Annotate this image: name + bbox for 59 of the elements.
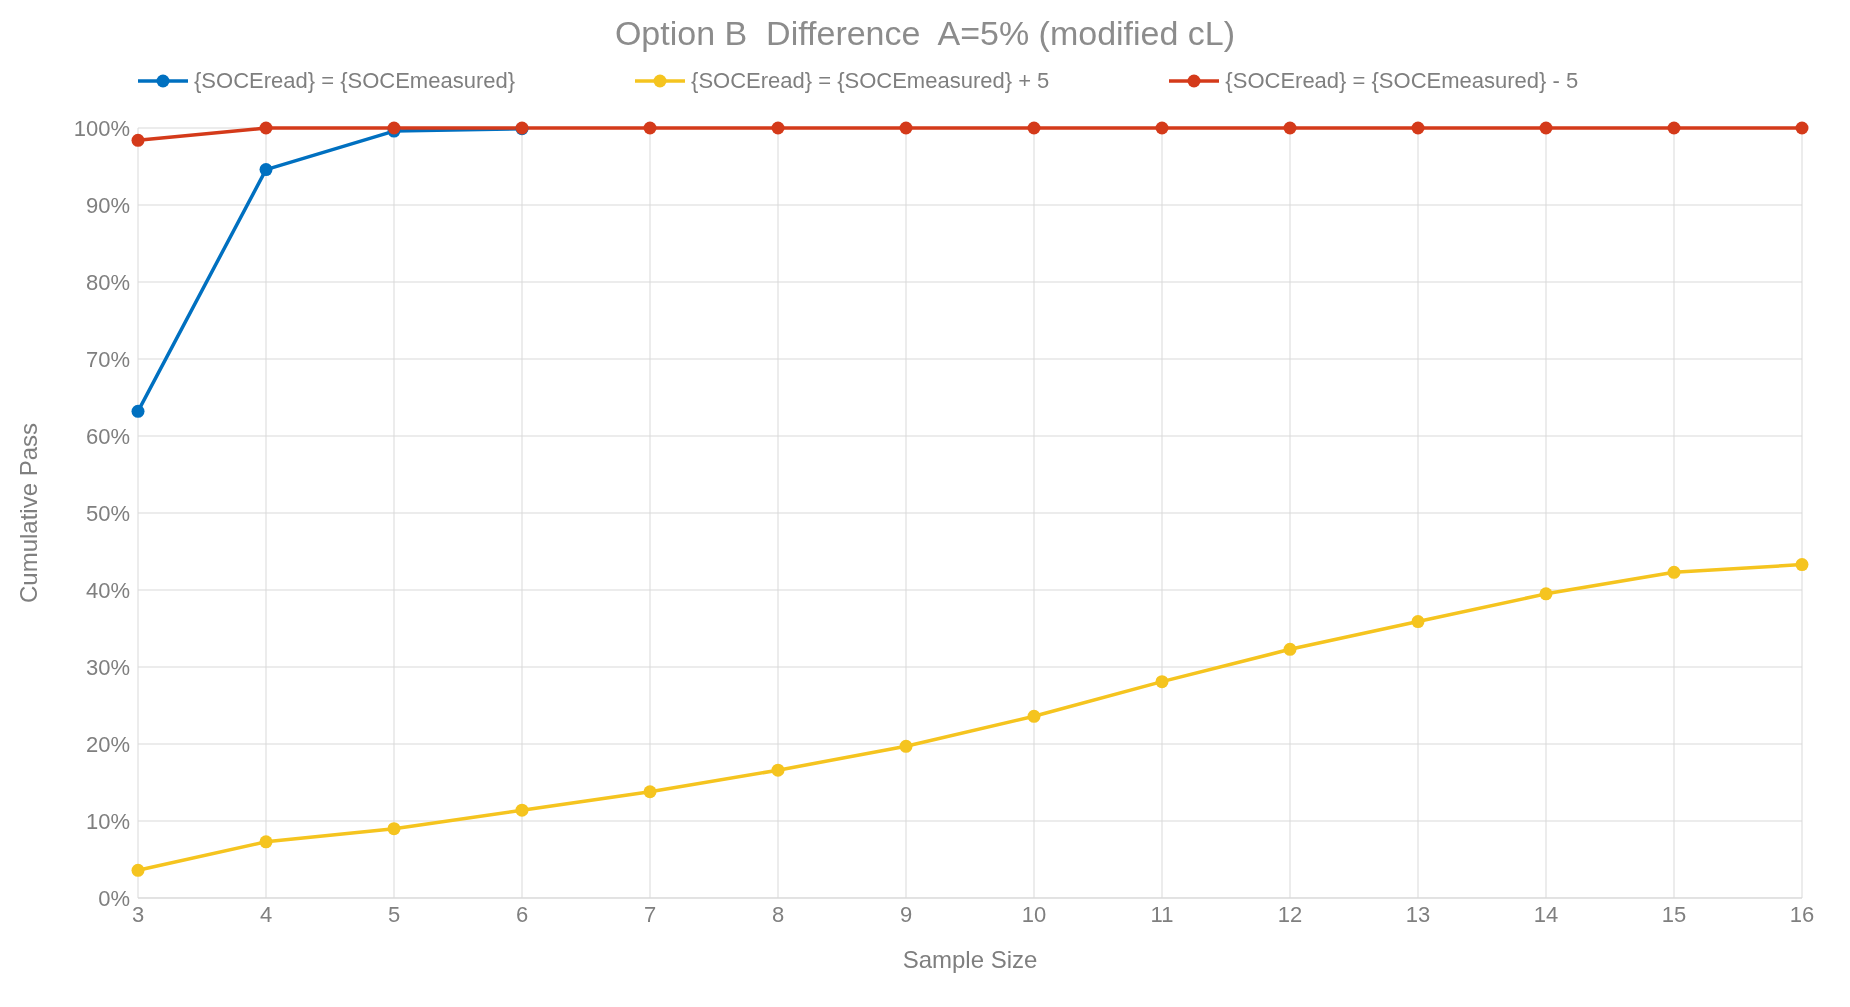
point — [387, 822, 401, 836]
y-tick-label: 80% — [85, 269, 130, 295]
y-tick-label: 20% — [85, 731, 130, 757]
y-tick-label: 50% — [85, 500, 130, 526]
y-axis-title: Cumulative Pass — [14, 422, 42, 604]
point — [899, 739, 913, 753]
point — [899, 121, 913, 135]
point — [259, 835, 273, 849]
point — [1411, 615, 1425, 629]
point — [259, 121, 273, 135]
x-tick-label: 10 — [1021, 901, 1047, 927]
point — [1027, 709, 1041, 723]
x-tick-label: 7 — [643, 901, 657, 927]
point — [643, 121, 657, 135]
x-tick-label: 14 — [1533, 901, 1559, 927]
y-tick-label: 30% — [85, 654, 130, 680]
point — [771, 121, 785, 135]
chart-title: Option B Difference A=5% (modified cL) — [613, 13, 1237, 54]
x-tick-label: 11 — [1150, 901, 1174, 927]
x-tick-label: 3 — [131, 901, 145, 927]
point — [1283, 642, 1297, 656]
legend-label: {SOCEread} = {SOCEmeasured} — [194, 68, 516, 94]
y-tick-label: 10% — [85, 808, 130, 834]
point — [131, 133, 145, 147]
point — [1539, 121, 1553, 135]
point — [1155, 675, 1169, 689]
point — [1795, 121, 1809, 135]
x-tick-label: 15 — [1661, 901, 1687, 927]
x-tick-label: 9 — [899, 901, 913, 927]
point — [1667, 121, 1681, 135]
point — [643, 785, 657, 799]
point — [1795, 558, 1809, 572]
x-tick-label: 13 — [1405, 901, 1431, 927]
x-tick-label: 5 — [387, 901, 401, 927]
x-tick-label: 6 — [515, 901, 529, 927]
point — [1283, 121, 1297, 135]
x-tick-label: 16 — [1789, 901, 1815, 927]
point — [131, 404, 145, 418]
point — [1539, 587, 1553, 601]
point — [131, 863, 145, 877]
y-tick-label: 60% — [85, 423, 130, 449]
y-tick-label: 40% — [85, 577, 130, 603]
y-tick-label: 0% — [98, 885, 130, 911]
legend-label: {SOCEread} = {SOCEmeasured} - 5 — [1225, 68, 1579, 94]
point — [515, 803, 529, 817]
x-tick-label: 12 — [1277, 901, 1303, 927]
y-tick-label: 70% — [85, 346, 130, 372]
x-axis-title: Sample Size — [902, 946, 1038, 973]
point — [1667, 565, 1681, 579]
point — [259, 163, 273, 177]
legend-label: {SOCEread} = {SOCEmeasured} + 5 — [691, 68, 1050, 94]
y-tick-label: 90% — [85, 192, 130, 218]
point — [1155, 121, 1169, 135]
y-tick-label: 100% — [73, 115, 130, 141]
x-tick-label: 4 — [259, 901, 273, 927]
point — [771, 763, 785, 777]
x-tick-label: 8 — [771, 901, 785, 927]
point — [1411, 121, 1425, 135]
point — [1027, 121, 1041, 135]
